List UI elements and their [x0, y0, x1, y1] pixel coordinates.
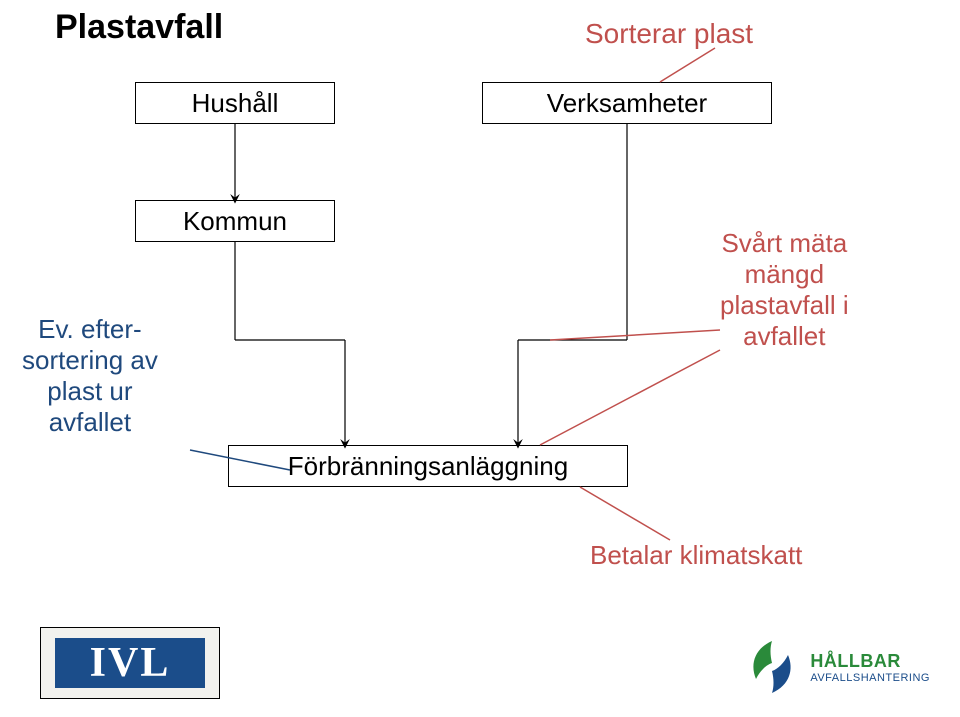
- box-hushall-label: Hushåll: [192, 88, 279, 119]
- hallbar-logo-text: HÅLLBAR AVFALLSHANTERING: [810, 651, 930, 684]
- hallbar-logo-icon: [740, 635, 804, 699]
- box-verksamheter-label: Verksamheter: [547, 88, 707, 119]
- hallbar-logo-line1: HÅLLBAR: [810, 651, 930, 672]
- annotation-svart-mata: Svårt mätamängdplastavfall iavfallet: [720, 228, 849, 352]
- ivl-logo-text: IVL: [90, 639, 171, 687]
- annotation-sorterar-plast: Sorterar plast: [585, 18, 753, 50]
- annotation-eftersortering: Ev. efter-sortering avplast uravfallet: [22, 314, 158, 438]
- box-verksamheter: Verksamheter: [482, 82, 772, 124]
- page-title: Plastavfall: [55, 8, 223, 47]
- box-kommun-label: Kommun: [183, 206, 287, 237]
- box-kommun: Kommun: [135, 200, 335, 242]
- ivl-logo: IVL: [40, 627, 220, 699]
- ivl-logo-inner: IVL: [55, 638, 205, 688]
- box-hushall: Hushåll: [135, 82, 335, 124]
- hallbar-logo-line2: AVFALLSHANTERING: [810, 672, 930, 684]
- hallbar-logo: HÅLLBAR AVFALLSHANTERING: [740, 635, 930, 699]
- box-forbranning-label: Förbränningsanläggning: [288, 451, 568, 482]
- annotation-betalar-klimatskatt: Betalar klimatskatt: [590, 540, 802, 571]
- box-forbranning: Förbränningsanläggning: [228, 445, 628, 487]
